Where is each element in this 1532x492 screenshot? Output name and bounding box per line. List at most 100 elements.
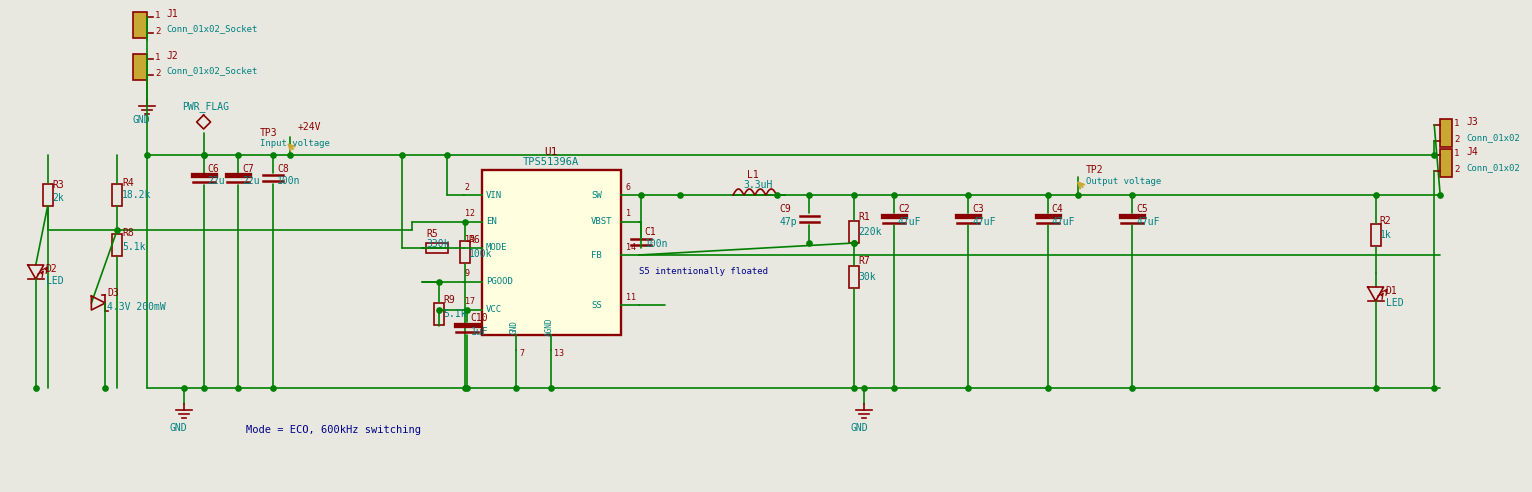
- Text: 47uF: 47uF: [898, 217, 921, 227]
- Bar: [133, 54, 147, 80]
- Text: 30k: 30k: [858, 272, 876, 282]
- Text: 1: 1: [155, 10, 161, 20]
- Text: C5: C5: [1137, 204, 1147, 214]
- Text: C4: C4: [1052, 204, 1063, 214]
- Text: Conn_01x02_Socket: Conn_01x02_Socket: [167, 25, 259, 33]
- Text: Input voltage: Input voltage: [260, 140, 329, 149]
- Text: C9: C9: [780, 204, 792, 214]
- Text: C10: C10: [470, 313, 489, 323]
- Bar: [849, 221, 859, 243]
- Text: D3: D3: [107, 288, 119, 298]
- Text: L1: L1: [748, 170, 758, 180]
- Text: FB: FB: [591, 250, 602, 259]
- Text: J1: J1: [167, 9, 179, 19]
- Text: J4: J4: [1466, 147, 1478, 157]
- Text: C6: C6: [208, 164, 219, 174]
- Text: 100n: 100n: [645, 239, 668, 249]
- Text: SS: SS: [591, 301, 602, 309]
- Text: Conn_01x02: Conn_01x02: [1466, 163, 1520, 173]
- Text: 3.3uH: 3.3uH: [743, 180, 772, 190]
- Text: +24V: +24V: [297, 122, 322, 132]
- Text: 100n: 100n: [277, 176, 300, 186]
- Text: S5 intentionally floated: S5 intentionally floated: [639, 268, 768, 277]
- Text: 13: 13: [555, 348, 564, 358]
- Text: 2: 2: [1454, 135, 1460, 145]
- Text: C8: C8: [277, 164, 290, 174]
- Text: 1: 1: [625, 210, 631, 218]
- Bar: [112, 184, 123, 206]
- Text: J2: J2: [167, 51, 179, 61]
- Text: LED: LED: [1385, 298, 1403, 308]
- Text: TP2: TP2: [1086, 165, 1103, 175]
- Text: Output voltage: Output voltage: [1086, 177, 1161, 185]
- Text: 2: 2: [155, 27, 161, 35]
- Text: D1: D1: [1385, 286, 1397, 296]
- Text: C1: C1: [645, 227, 656, 237]
- Text: TPS51396A: TPS51396A: [522, 157, 579, 167]
- Text: 18.2k: 18.2k: [123, 190, 152, 200]
- Text: R3: R3: [52, 180, 64, 190]
- Text: 5.1k: 5.1k: [123, 242, 146, 252]
- Text: 100k: 100k: [469, 249, 492, 259]
- Text: GND: GND: [510, 320, 519, 334]
- Bar: [849, 266, 859, 288]
- Bar: [426, 243, 447, 253]
- Text: Conn_01x02: Conn_01x02: [1466, 133, 1520, 143]
- Text: 220k: 220k: [858, 227, 881, 237]
- Text: R6: R6: [469, 235, 481, 245]
- Text: 1: 1: [1454, 150, 1460, 158]
- Text: 14: 14: [625, 243, 636, 251]
- Text: R8: R8: [123, 228, 133, 238]
- Text: R2: R2: [1380, 216, 1391, 226]
- Text: C3: C3: [973, 204, 984, 214]
- Text: 47uF: 47uF: [973, 217, 996, 227]
- Text: 9: 9: [464, 270, 470, 278]
- Text: GND: GND: [170, 423, 187, 433]
- Text: 22u: 22u: [208, 176, 225, 186]
- Text: 17: 17: [464, 298, 475, 307]
- Text: U1: U1: [544, 147, 558, 157]
- Text: 47uF: 47uF: [1052, 217, 1075, 227]
- Text: LED: LED: [46, 276, 63, 286]
- Text: 47p: 47p: [780, 217, 797, 227]
- Bar: [1371, 224, 1380, 246]
- Text: GND: GND: [132, 115, 150, 125]
- Text: 1uF: 1uF: [470, 327, 489, 337]
- Text: VBST: VBST: [591, 217, 613, 226]
- Text: 12: 12: [464, 210, 475, 218]
- Text: 2: 2: [464, 183, 470, 191]
- Text: Mode = ECO, 600kHz switching: Mode = ECO, 600kHz switching: [247, 425, 421, 435]
- Text: 47uF: 47uF: [1137, 217, 1160, 227]
- Text: 2k: 2k: [52, 193, 64, 203]
- Bar: [1440, 119, 1452, 147]
- Text: TP3: TP3: [260, 128, 277, 138]
- Bar: [112, 234, 123, 256]
- Bar: [133, 12, 147, 38]
- Bar: [1440, 149, 1452, 177]
- Bar: [460, 241, 470, 263]
- Text: EN: EN: [486, 217, 496, 226]
- Text: 4.3V 200mW: 4.3V 200mW: [107, 302, 165, 312]
- Text: R4: R4: [123, 178, 133, 188]
- Text: J3: J3: [1466, 117, 1478, 127]
- Text: R1: R1: [858, 212, 870, 222]
- Text: 1: 1: [155, 53, 161, 62]
- Text: 1: 1: [1454, 120, 1460, 128]
- Text: PGOOD: PGOOD: [486, 277, 513, 286]
- Text: VIN: VIN: [486, 190, 502, 199]
- Text: D2: D2: [46, 264, 57, 274]
- Text: 2: 2: [1454, 165, 1460, 175]
- Text: 15: 15: [464, 236, 475, 245]
- Text: PWR_FLAG: PWR_FLAG: [182, 101, 228, 113]
- Text: 6: 6: [625, 183, 631, 191]
- Text: 330k: 330k: [426, 239, 449, 249]
- Text: 1k: 1k: [1380, 230, 1391, 240]
- Text: MODE: MODE: [486, 244, 507, 252]
- Text: 11: 11: [625, 293, 636, 302]
- Bar: [481, 170, 620, 335]
- Text: C2: C2: [898, 204, 910, 214]
- Text: 22u: 22u: [242, 176, 260, 186]
- Text: SW: SW: [591, 190, 602, 199]
- Text: C7: C7: [242, 164, 254, 174]
- Text: 5.1k: 5.1k: [443, 309, 466, 319]
